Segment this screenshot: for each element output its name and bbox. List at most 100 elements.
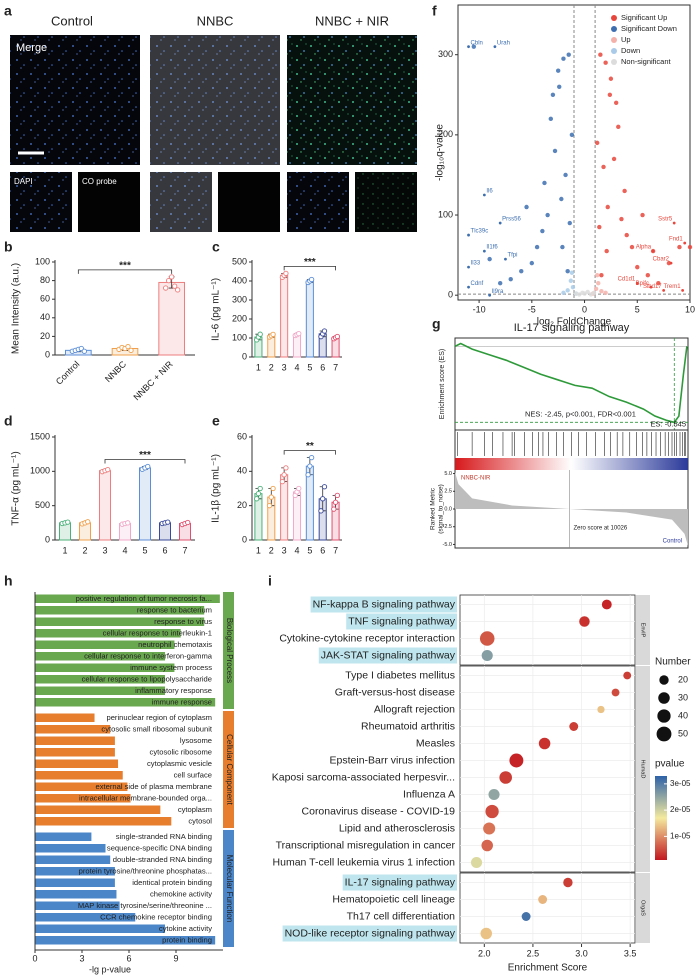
data-point — [656, 280, 661, 286]
bar — [35, 817, 172, 826]
gene-point — [669, 261, 673, 265]
y-axis-label: Enrichment score (ES) — [439, 349, 446, 419]
group-strip — [223, 592, 234, 709]
data-point — [613, 100, 619, 105]
y-tick-label: 100 — [438, 209, 453, 219]
dot — [601, 599, 612, 610]
y-axis-label: IL-6 (pg mL⁻¹) — [211, 278, 222, 341]
data-point — [595, 272, 600, 278]
gene-point — [467, 45, 470, 49]
legend-label: 50 — [678, 728, 688, 738]
bar-label: identical protein binding — [132, 878, 212, 887]
rank-gradient — [455, 458, 688, 470]
dot — [569, 722, 579, 731]
dot — [521, 912, 531, 921]
bar — [35, 890, 117, 899]
category-label: IL-17 signaling pathway — [345, 876, 456, 888]
data-point — [555, 68, 561, 73]
data-point — [321, 484, 328, 490]
category-label: Coronavirus disease - COVID-19 — [302, 805, 456, 817]
gene-point — [683, 241, 687, 245]
significance-bracket — [77, 269, 173, 274]
bar — [35, 663, 175, 672]
y-tick-label: 0 — [448, 290, 453, 300]
data-point — [608, 76, 614, 81]
bar-label: cytosolic small ribosomal subunit — [101, 724, 212, 733]
gene-label: Tfpi — [507, 253, 517, 259]
data-point — [597, 224, 602, 230]
panel-letter: i — [268, 573, 272, 589]
data-point — [624, 232, 629, 238]
panel-letter: f — [432, 3, 437, 19]
category-label: Type I diabetes mellitus — [345, 669, 455, 681]
x-tick-label: 5 — [307, 362, 312, 372]
data-point — [487, 256, 492, 262]
data-point — [559, 196, 564, 202]
bar-label: MAP kinase tyrosine/serine/threonine ... — [78, 901, 212, 910]
panel-letter: a — [4, 3, 12, 19]
y-tick-label: -2.5 — [443, 524, 452, 530]
bar-label: sequence-specific DNA binding — [107, 843, 212, 852]
x-tick-label: 4 — [294, 362, 299, 372]
micrograph — [218, 172, 280, 232]
data-point — [629, 244, 635, 250]
data-point — [270, 485, 276, 492]
bar — [35, 913, 136, 922]
x-tick-label: 1 — [62, 545, 67, 555]
legend-dot — [656, 726, 672, 742]
y-tick-label: 500 — [35, 500, 50, 510]
bar — [35, 805, 161, 814]
gene-label: Slbd17 — [643, 284, 662, 290]
data-point — [296, 330, 302, 337]
data-point — [172, 283, 178, 289]
data-point — [125, 343, 131, 350]
data-point — [563, 172, 568, 178]
category-label: NOD-like receptor signaling pathway — [285, 927, 456, 939]
gene-point — [651, 249, 655, 253]
y-tick-label: 400 — [232, 275, 247, 285]
panel-letter: d — [4, 413, 13, 429]
y-tick-label: 100 — [35, 256, 50, 266]
x-tick-label: 9 — [173, 953, 178, 963]
ranked-metric — [455, 472, 688, 546]
significance-label: *** — [119, 261, 131, 272]
gene-label: Cbar2 — [653, 257, 670, 263]
category-label: Transcriptional misregulation in cancer — [276, 839, 456, 851]
bar — [35, 844, 106, 853]
data-point — [687, 244, 693, 250]
gene-point — [482, 193, 486, 197]
y-tick-label: 80 — [40, 275, 50, 285]
data-point — [257, 331, 263, 337]
gene-label: Il6 — [486, 189, 493, 195]
y-tick-label: -5.0 — [443, 542, 452, 548]
bar-label: cell surface — [174, 770, 212, 779]
plot-frame — [454, 337, 689, 549]
bar-label: lysosome — [180, 736, 212, 745]
data-point — [266, 503, 273, 509]
facet-strip — [636, 666, 650, 872]
data-point — [603, 290, 608, 295]
legend-dot — [658, 692, 670, 704]
y-tick-label: 300 — [232, 294, 247, 304]
column-title: NNBC + NIR — [315, 13, 389, 28]
bar — [35, 748, 115, 757]
micrograph — [10, 35, 140, 165]
y-tick-label: 1000 — [30, 466, 50, 476]
gene-label: Cd1d1 — [618, 277, 636, 283]
data-point — [534, 244, 540, 250]
data-point — [305, 472, 311, 478]
bar — [280, 474, 289, 541]
y-tick-label: 40 — [237, 466, 247, 476]
x-tick-label: 7 — [182, 545, 187, 555]
bar-label: external side of plasma membrane — [96, 782, 213, 791]
x-tick-label: 5 — [307, 545, 312, 555]
micrograph — [150, 172, 212, 232]
data-point — [666, 260, 672, 266]
data-point — [568, 278, 574, 283]
data-point — [540, 228, 545, 234]
x-tick-label: 5 — [635, 304, 640, 314]
data-point — [596, 280, 601, 286]
facet-strip — [636, 595, 650, 665]
y-tick-label: 1500 — [30, 431, 50, 441]
annotation: NES: -2.45, p<0.001, FDR<0.001 — [525, 409, 636, 418]
